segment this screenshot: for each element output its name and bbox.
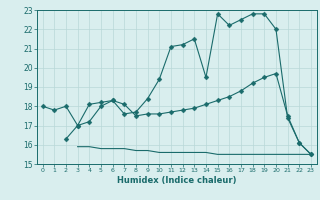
X-axis label: Humidex (Indice chaleur): Humidex (Indice chaleur)	[117, 176, 236, 185]
